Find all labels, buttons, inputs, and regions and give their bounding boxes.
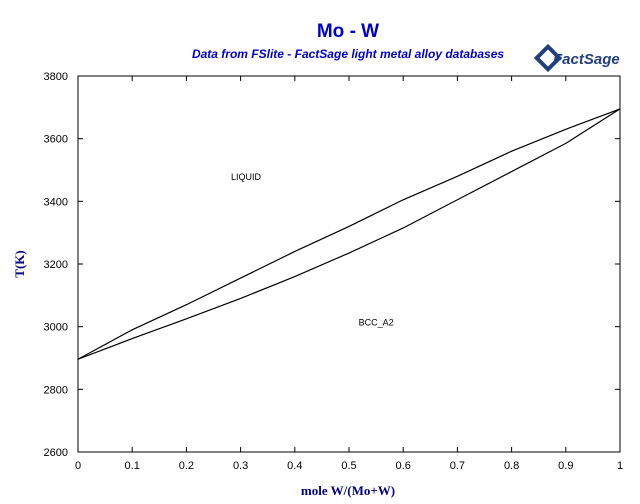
factsage-logo: FactSage xyxy=(533,43,620,73)
x-tick-label: 0.2 xyxy=(179,460,194,472)
y-tick-label: 3600 xyxy=(44,134,68,146)
x-tick-label: 0.6 xyxy=(396,460,411,472)
x-tick-label: 0.8 xyxy=(504,460,519,472)
liquidus-line xyxy=(77,108,621,360)
y-tick-label: 3400 xyxy=(44,196,68,208)
logo-text: FactSage xyxy=(553,51,620,68)
plot-frame xyxy=(77,75,621,453)
x-tick-label: 0.3 xyxy=(233,460,248,472)
x-tick-label: 0.4 xyxy=(287,460,302,472)
chart-title: Mo - W xyxy=(317,21,379,42)
y-tick-label: 3200 xyxy=(44,259,68,271)
y-tick-label: 2600 xyxy=(44,447,68,459)
phase-label-bcc-a2: BCC_A2 xyxy=(359,318,394,328)
x-tick-label: 0.5 xyxy=(341,460,356,472)
plot-area: 0 0.1 0.2 0.3 0.4 0.5 0.6 0.7 0.8 0.9 1 2600 2800 300… xyxy=(44,71,624,472)
x-tick-label: 0.1 xyxy=(125,460,140,472)
x-tick-label: 0.9 xyxy=(558,460,573,472)
y-tick-label: 3000 xyxy=(44,322,68,334)
y-tick-label: 2800 xyxy=(44,384,68,396)
x-tick-label: 0 xyxy=(75,460,81,472)
solidus-line xyxy=(77,108,621,360)
y-tick-label: 3800 xyxy=(44,71,68,83)
phase-label-liquid: LIQUID xyxy=(231,172,262,182)
x-axis-label: mole W/(Mo+W) xyxy=(301,483,395,498)
x-tick-label: 0.7 xyxy=(450,460,465,472)
chart-subtitle: Data from FSlite - FactSage light metal … xyxy=(192,47,504,61)
x-tick-label: 1 xyxy=(617,460,623,472)
y-axis-label: T(K) xyxy=(12,250,27,277)
